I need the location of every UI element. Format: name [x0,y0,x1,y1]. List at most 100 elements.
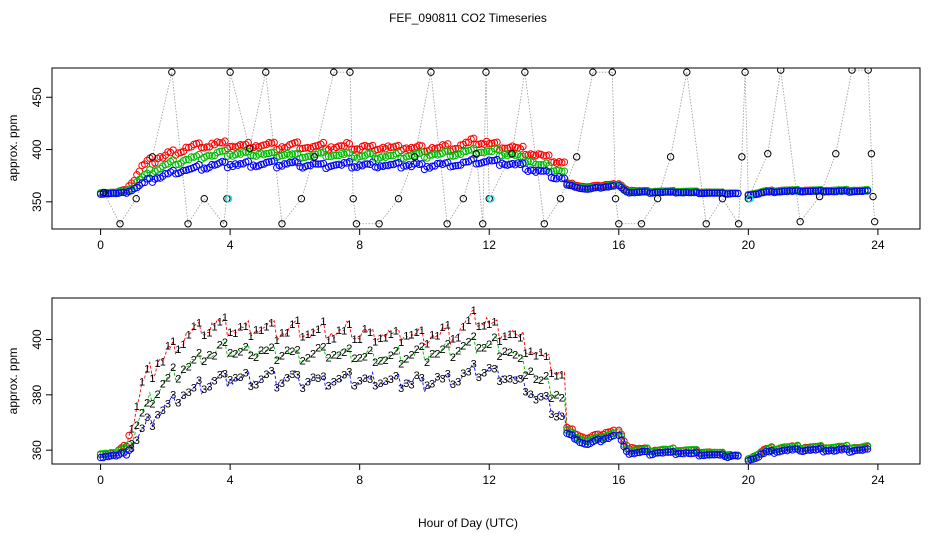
series3-point [767,447,776,455]
series3-point [117,449,126,457]
series1-marker: 1 [258,325,264,337]
raw-connector [488,153,513,199]
series3-marker: 3 [326,380,332,392]
series3-point [780,187,789,196]
series1-point [472,140,480,149]
series2-marker: 2 [528,366,534,378]
raw-connector [744,72,749,199]
series3-marker: 3 [429,378,435,390]
series1-marker: 1 [476,321,482,333]
raw-point [615,220,623,228]
series3-point [480,158,488,166]
series2-marker: 2 [408,349,414,361]
series3-point [539,167,548,175]
series3-point [837,187,846,195]
series3-marker: 3 [139,423,145,435]
series2-marker: 2 [336,350,342,362]
series3-marker: 3 [175,398,181,410]
series2-marker: 2 [559,393,565,405]
raw-point [184,220,192,228]
series2-point [477,148,486,156]
series3-marker: 3 [134,435,140,447]
series3-point [257,160,265,169]
series3-marker: 3 [305,377,311,389]
series2-point [384,152,392,160]
raw-connector [119,198,137,224]
series3-marker: 3 [512,375,518,387]
series2-marker: 2 [222,337,228,349]
series2-marker: 2 [305,352,311,364]
series2-marker: 2 [440,344,446,356]
series2-marker: 2 [144,397,150,409]
series1-point [420,147,429,156]
series3-point [796,447,804,455]
raw-point [764,150,772,158]
series2-marker: 2 [517,353,523,365]
series3-point [685,188,693,197]
series3-point [853,187,861,196]
series2-point [330,151,338,159]
series3-point [400,162,408,170]
series3-point [729,451,737,460]
series2-point [402,153,411,161]
x-tick-label: 20 [742,238,756,252]
series2-marker: 2 [294,344,300,356]
series3-point [387,160,395,169]
series3-point [146,174,154,182]
series2-marker: 2 [476,343,482,355]
series3-point [827,187,835,196]
series3-marker: 3 [559,411,565,423]
series3-point [433,159,442,168]
series2-marker: 2 [543,371,549,383]
raw-point [168,68,176,76]
series3-point [648,189,657,197]
series3-point [775,188,784,196]
series1-marker: 1 [149,373,155,385]
series2-point [164,160,172,168]
series2-marker: 2 [243,341,249,353]
raw-point [346,68,354,76]
series1-point [348,145,356,153]
x-tick-label: 0 [97,473,104,487]
flagged-point [746,194,754,203]
series3-point [804,446,812,454]
series3-point [731,451,740,460]
series2-marker: 2 [507,347,513,359]
raw-point [459,194,468,203]
series2-point [247,151,255,160]
series1-marker: 1 [294,315,300,327]
series1-marker: 1 [155,358,161,370]
series2-marker: 2 [191,355,197,367]
raw-point [653,194,662,203]
series3-marker: 3 [460,368,466,380]
y-tick-label: 350 [30,191,44,211]
series1-marker: 1 [408,329,414,341]
series1-marker: 1 [419,325,425,337]
series3-marker: 3 [243,368,249,380]
series1-point [179,147,188,156]
series2-marker: 2 [160,379,166,391]
series3-point [609,182,618,190]
series2-marker: 2 [320,341,326,353]
series2-marker: 2 [502,346,508,358]
series3-point [104,190,113,198]
series2-marker: 2 [139,407,145,419]
series1-point [270,138,278,147]
series1-marker: 1 [393,326,399,338]
series2-point [459,148,468,156]
series2-marker: 2 [212,350,218,362]
series1-marker: 1 [201,330,207,342]
top-y-axis: 350 400 450 [30,87,52,212]
series1-point [236,140,245,149]
raw-point [589,68,597,76]
raw-connector [871,153,874,197]
series3-marker: 3 [403,378,409,390]
series3-point [723,190,732,198]
series3-marker: 3 [300,383,306,395]
series3-marker: 3 [310,372,316,384]
series2-marker: 2 [201,356,207,368]
series1-point [381,145,390,153]
series3-point [666,188,675,196]
series2-marker: 2 [263,345,269,357]
series3-point [830,187,838,196]
